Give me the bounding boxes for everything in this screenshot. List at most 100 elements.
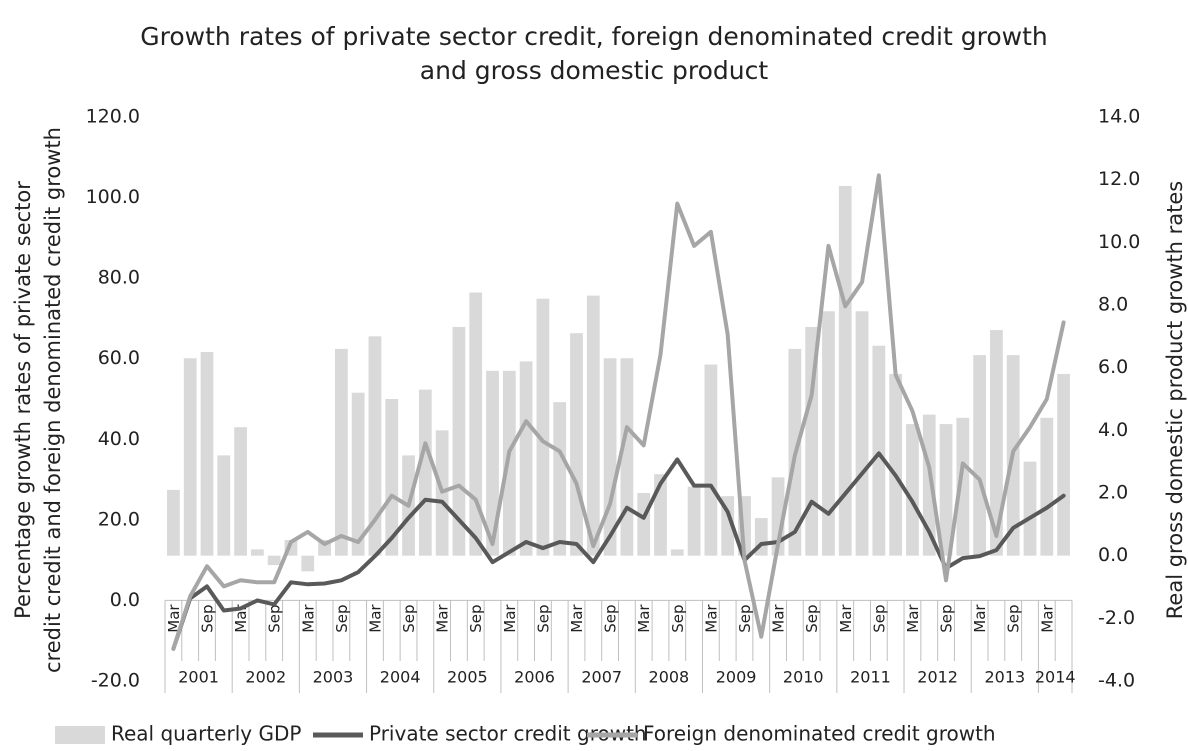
x-group-label: 2004 <box>380 668 421 687</box>
x-group-label: 2002 <box>245 668 286 687</box>
x-tick-label: Sep <box>266 604 284 632</box>
bar <box>822 311 835 556</box>
bar <box>301 555 315 572</box>
x-tick-label: Sep <box>333 604 351 632</box>
line <box>171 173 1066 651</box>
x-group-label: 2014 <box>1035 668 1076 687</box>
x-tick-label: Mar <box>971 604 989 633</box>
x-group-label: 2010 <box>783 668 824 687</box>
x-tick-label: Sep <box>602 604 620 632</box>
y2-tick-label: 14.0 <box>1098 106 1140 128</box>
bar <box>418 389 432 556</box>
bar <box>267 555 281 566</box>
y2-tick-label: 2.0 <box>1098 482 1128 504</box>
bar <box>939 424 953 556</box>
x-tick-label: Mar <box>1038 604 1056 633</box>
bar <box>250 549 264 556</box>
bar <box>956 417 970 556</box>
x-group-label: 2011 <box>850 668 891 687</box>
x-tick-label: Mar <box>837 604 855 633</box>
x-tick-label: Mar <box>702 604 720 633</box>
x-tick-label: Sep <box>1005 604 1023 632</box>
y-axis-title: credit credit and foreign denominated cr… <box>41 127 65 673</box>
bar <box>519 361 533 556</box>
x-tick-label: Sep <box>736 604 754 632</box>
bar <box>570 333 583 556</box>
x-group-label: 2001 <box>178 668 219 687</box>
x-tick-label: Sep <box>400 604 418 632</box>
bar <box>721 496 735 556</box>
y-tick-label: 120.0 <box>86 106 140 128</box>
x-group-label: 2007 <box>581 668 622 687</box>
x-tick-label: Sep <box>803 604 821 632</box>
y2-tick-label: 8.0 <box>1098 294 1128 316</box>
y2-axis-title: Real gross domestic product growth rates <box>1163 181 1187 619</box>
bar <box>1023 461 1037 556</box>
x-group-label: 2003 <box>313 668 354 687</box>
bar <box>502 370 516 556</box>
y2-tick-label: 10.0 <box>1098 231 1140 253</box>
x-tick-label: Mar <box>501 604 519 633</box>
y2-tick-label: 6.0 <box>1098 356 1128 378</box>
x-tick-label: Mar <box>165 604 183 633</box>
y2-tick-label: -4.0 <box>1098 670 1135 692</box>
x-tick-label: Sep <box>534 604 552 632</box>
x-tick-label: Sep <box>938 604 956 632</box>
bar <box>217 455 231 556</box>
x-tick-label: Mar <box>635 604 653 633</box>
bar <box>670 549 684 556</box>
bar <box>167 489 180 556</box>
bar <box>906 424 919 556</box>
x-tick-label: Sep <box>669 604 687 632</box>
x-tick-label: Sep <box>467 604 485 632</box>
x-tick-label: Mar <box>904 604 922 633</box>
x-tick-label: Mar <box>299 604 317 633</box>
chart-title: and gross domestic product <box>420 56 769 85</box>
bar <box>620 358 634 556</box>
y2-tick-label: -2.0 <box>1098 607 1135 629</box>
bar <box>687 486 701 556</box>
x-tick-label: Sep <box>870 604 888 632</box>
x-group-label: 2012 <box>917 668 958 687</box>
bar <box>536 298 550 556</box>
y-tick-label: 20.0 <box>98 508 140 530</box>
bar <box>973 355 987 556</box>
y-tick-label: 60.0 <box>98 347 140 369</box>
x-tick-label: Sep <box>198 604 216 632</box>
bar <box>838 185 852 556</box>
bar <box>1057 373 1070 556</box>
bar <box>586 295 600 556</box>
x-tick-label: Mar <box>366 604 384 633</box>
y-tick-label: 0.0 <box>110 589 140 611</box>
bar <box>469 292 483 556</box>
bar <box>637 493 651 556</box>
bar <box>704 364 718 556</box>
bar <box>889 373 903 556</box>
x-group-label: 2005 <box>447 668 488 687</box>
bar <box>603 358 617 556</box>
y-tick-label: 40.0 <box>98 428 140 450</box>
x-group-label: 2006 <box>514 668 555 687</box>
line <box>171 451 1066 651</box>
y-axis-title: Percentage growth rates of private secto… <box>11 181 35 619</box>
x-group-label: 2013 <box>984 668 1025 687</box>
bar <box>553 402 567 556</box>
bar <box>334 348 348 556</box>
bar <box>385 399 399 556</box>
bar <box>452 326 466 556</box>
x-tick-label: Mar <box>434 604 452 633</box>
y2-tick-label: 4.0 <box>1098 419 1128 441</box>
y-tick-label: 80.0 <box>98 267 140 289</box>
x-group-label: 2009 <box>716 668 757 687</box>
x-tick-label: Mar <box>568 604 586 633</box>
x-tick-label: Mar <box>770 604 788 633</box>
bar <box>351 392 365 556</box>
bar <box>200 352 214 556</box>
y-tick-label: -20.0 <box>91 670 140 692</box>
chart-title: Growth rates of private sector credit, f… <box>140 22 1047 51</box>
bar <box>486 370 499 556</box>
bar <box>990 330 1003 556</box>
y-tick-label: 100.0 <box>86 186 140 208</box>
legend-swatch <box>55 726 105 744</box>
